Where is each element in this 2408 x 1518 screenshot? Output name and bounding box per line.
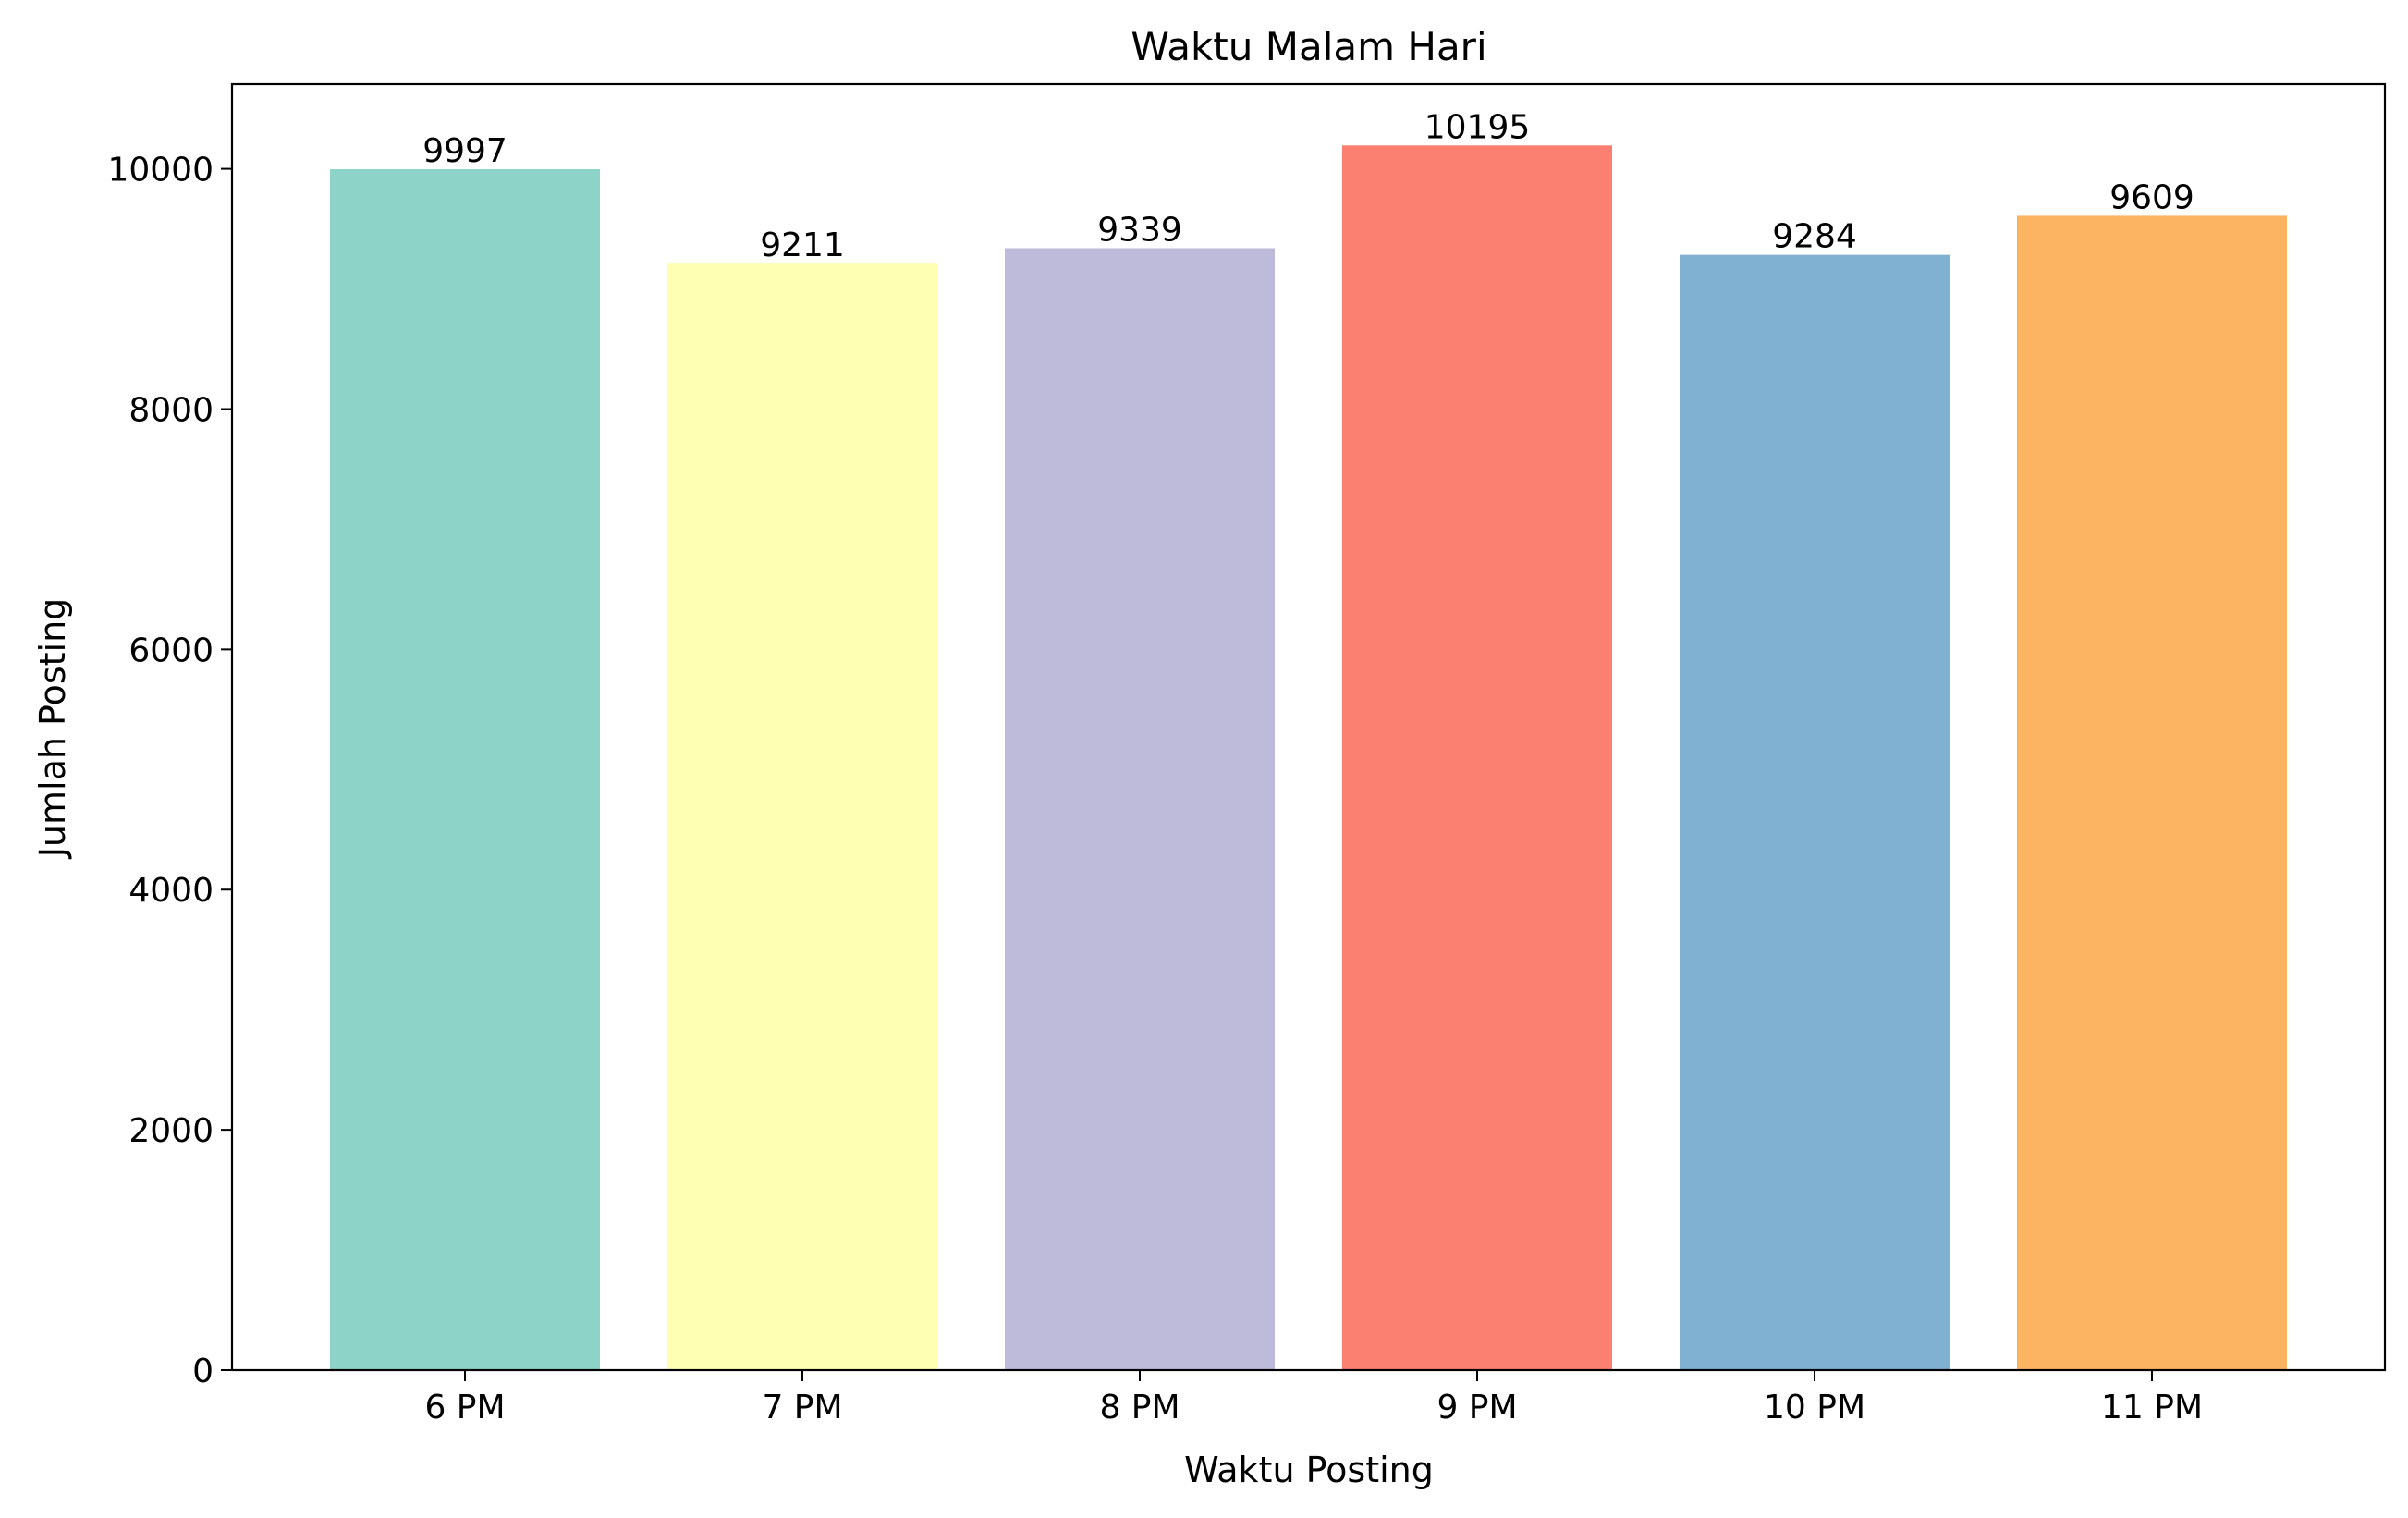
y-tick-label: 8000 bbox=[128, 391, 214, 429]
bars-layer: 9997 9211 9339 10195 9284 9609 bbox=[330, 108, 2287, 1371]
bar-6-pm bbox=[330, 168, 600, 1370]
bar-value-label: 9609 bbox=[2109, 178, 2194, 216]
y-tick-label: 0 bbox=[192, 1353, 214, 1390]
chart-title: Waktu Malam Hari bbox=[1131, 24, 1486, 69]
ticks-layer: 6 PM 7 PM 8 PM 9 PM 10 PM 11 PM 0 2000 4000 6000 8… bbox=[107, 152, 2203, 1426]
bar-value-label: 9284 bbox=[1772, 218, 1857, 256]
bar-10-pm bbox=[1680, 254, 1950, 1371]
x-tick-label: 6 PM bbox=[424, 1389, 505, 1426]
bar-value-label: 9339 bbox=[1097, 211, 1182, 249]
bar-11-pm bbox=[2017, 215, 2287, 1370]
bar-9-pm bbox=[1342, 145, 1612, 1370]
y-axis-label: Jumlah Posting bbox=[32, 598, 73, 860]
y-tick-label: 4000 bbox=[128, 872, 214, 910]
x-tick-label: 7 PM bbox=[762, 1389, 842, 1426]
y-tick-label: 2000 bbox=[128, 1112, 214, 1150]
y-tick-label: 6000 bbox=[128, 631, 214, 669]
x-tick-label: 8 PM bbox=[1099, 1389, 1180, 1426]
x-tick-label: 10 PM bbox=[1764, 1389, 1865, 1426]
bar-7-pm bbox=[667, 263, 937, 1370]
x-tick-label: 9 PM bbox=[1436, 1389, 1517, 1426]
bar-value-label: 9211 bbox=[760, 226, 845, 264]
bar-8-pm bbox=[1005, 248, 1275, 1370]
x-axis-label: Waktu Posting bbox=[1184, 1450, 1434, 1490]
x-tick-label: 11 PM bbox=[2101, 1389, 2203, 1426]
bar-value-label: 10195 bbox=[1424, 108, 1531, 146]
plot-frame bbox=[230, 82, 2387, 1372]
bar-value-label: 9997 bbox=[422, 132, 507, 170]
y-tick-label: 10000 bbox=[107, 152, 214, 190]
